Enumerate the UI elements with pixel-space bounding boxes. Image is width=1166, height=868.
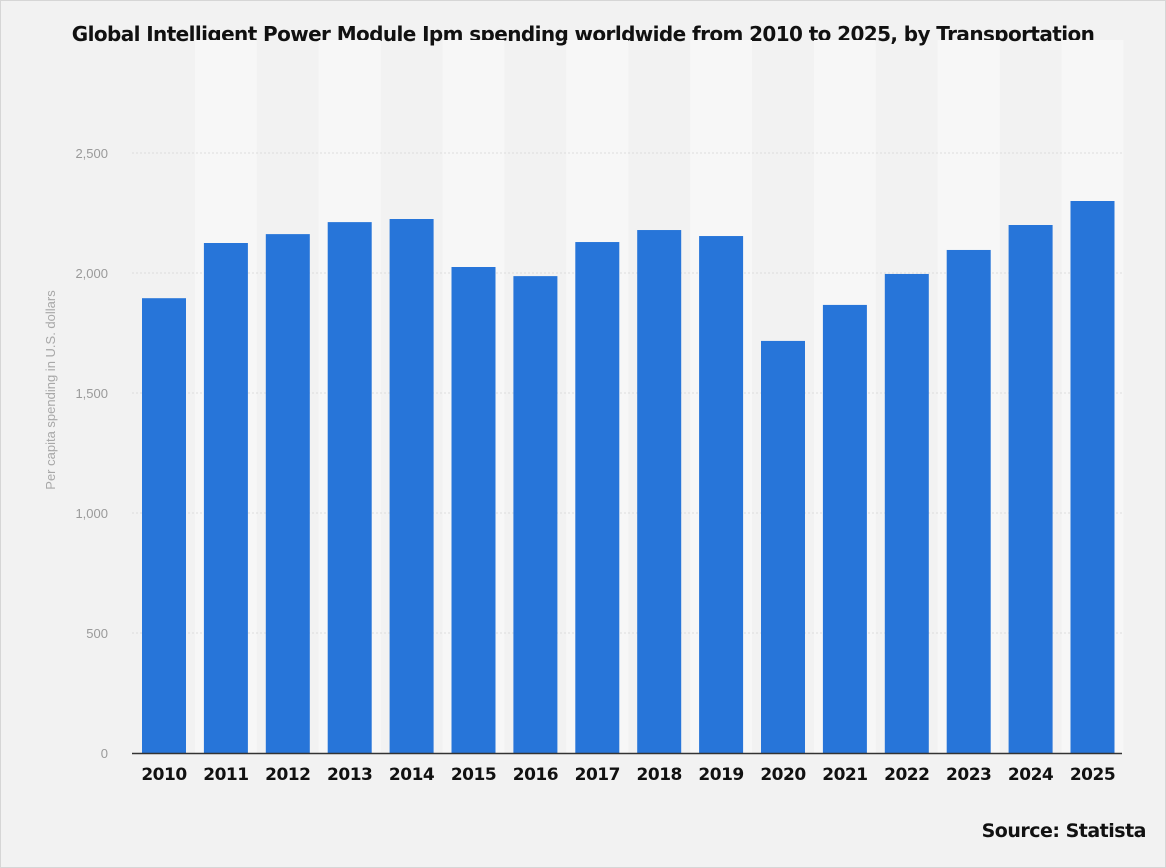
x-tick-label: 2019 <box>698 765 743 785</box>
y-axis-ticks: 0 500 1,000 1,500 2,000 2,500 <box>75 146 108 761</box>
x-tick-label: 2015 <box>451 765 496 785</box>
x-tick-label: 2018 <box>637 765 682 785</box>
bars <box>142 201 1115 754</box>
x-tick-label: 2013 <box>327 765 372 785</box>
y-tick-label: 500 <box>86 626 108 641</box>
x-tick-label: 2016 <box>513 765 558 785</box>
bar-2021[interactable] <box>822 304 867 753</box>
y-tick-label: 0 <box>101 746 108 761</box>
bar-2025[interactable] <box>1070 201 1115 753</box>
x-tick-label: 2017 <box>575 765 620 785</box>
y-tick-label: 1,500 <box>75 386 108 401</box>
x-tick-label: 2024 <box>1008 765 1054 785</box>
bar-2022[interactable] <box>884 273 929 753</box>
bar-2020[interactable] <box>761 340 805 753</box>
x-tick-label: 2023 <box>946 765 991 785</box>
x-tick-label: 2025 <box>1070 765 1115 785</box>
x-tick-label: 2010 <box>141 765 187 785</box>
x-tick-label: 2021 <box>822 765 867 785</box>
bar-2012[interactable] <box>265 234 310 753</box>
y-tick-label: 2,000 <box>75 266 108 281</box>
bar-2017[interactable] <box>575 242 620 754</box>
x-tick-label: 2012 <box>265 765 310 785</box>
bar-2014[interactable] <box>389 219 434 753</box>
bar-2024[interactable] <box>1008 225 1053 753</box>
bar-2018[interactable] <box>637 230 682 754</box>
bar-2013[interactable] <box>327 222 372 753</box>
x-tick-label: 2011 <box>203 765 248 785</box>
x-axis-ticks: 2010 2011 2012 2013 2014 2015 2016 2017 2018 2019… <box>141 765 1115 785</box>
x-tick-label: 2022 <box>884 765 929 785</box>
y-tick-label: 2,500 <box>75 146 108 161</box>
bar-2011[interactable] <box>203 243 248 753</box>
bar-2016[interactable] <box>513 276 558 753</box>
x-tick-label: 2020 <box>760 765 806 785</box>
y-axis-label: Per capita spending in U.S. dollars <box>43 290 58 490</box>
x-tick-label: 2014 <box>389 765 435 785</box>
source-label: Source: Statista <box>981 820 1147 842</box>
bar-2015[interactable] <box>451 267 496 753</box>
bar-2023[interactable] <box>946 249 991 753</box>
y-tick-label: 1,000 <box>75 506 108 521</box>
bar-2019[interactable] <box>699 236 744 754</box>
bar-2010[interactable] <box>142 298 186 753</box>
